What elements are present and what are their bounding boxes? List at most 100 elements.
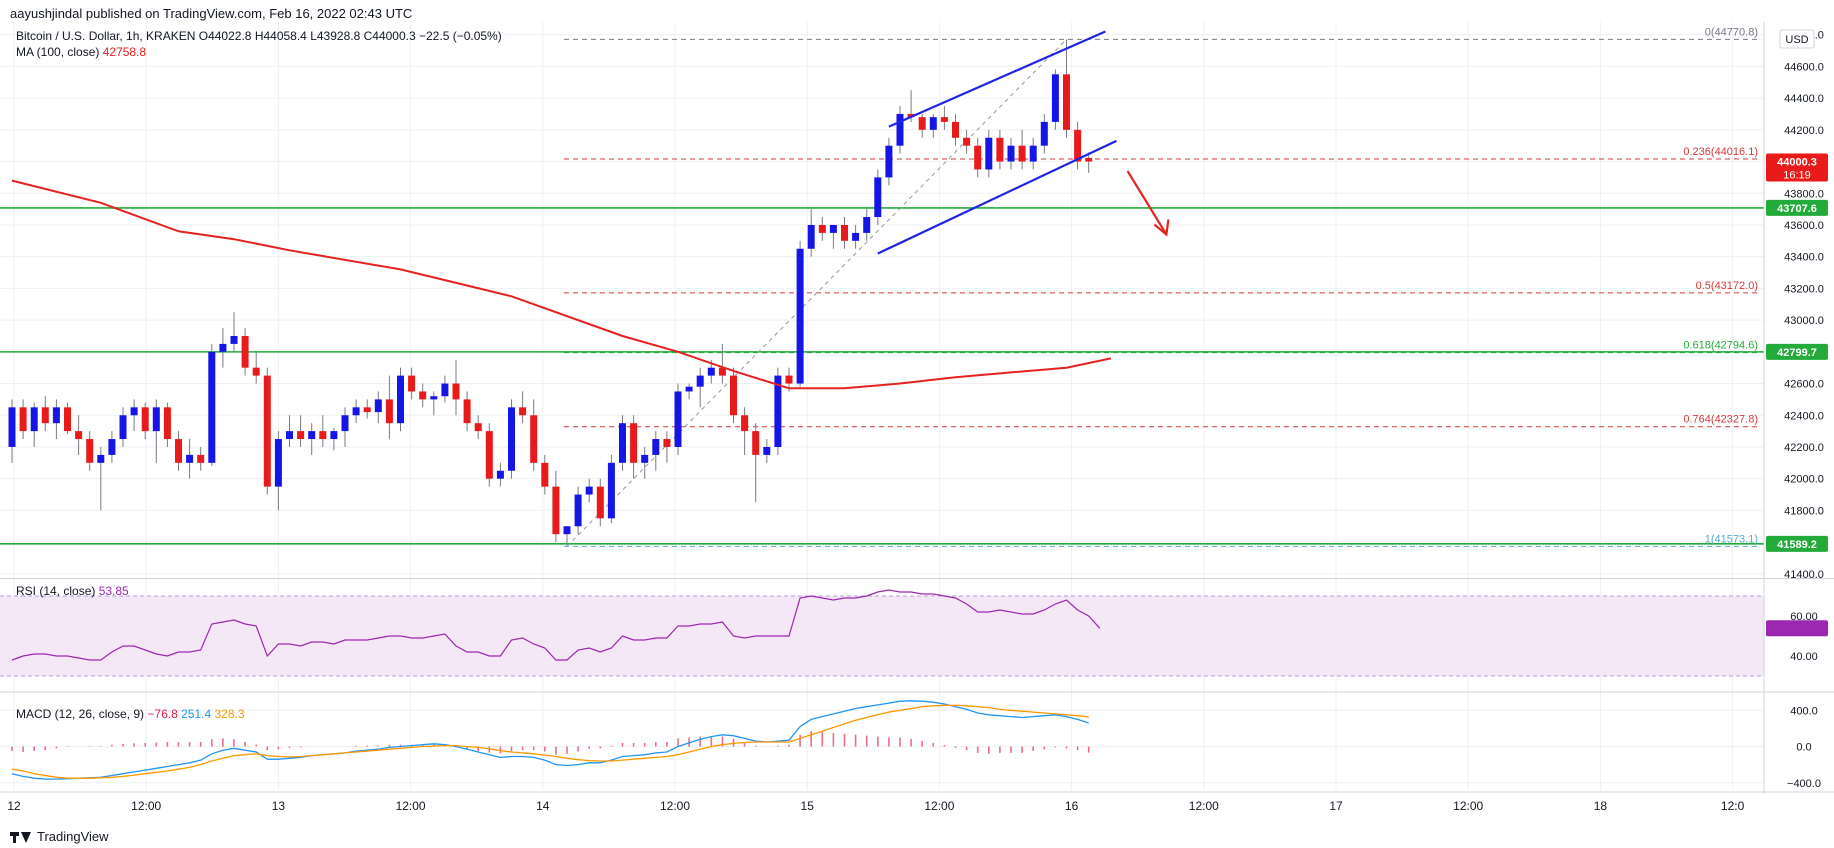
pane-backgrounds <box>0 595 1764 677</box>
candle-body <box>607 462 615 519</box>
fib-level-label: 0(44770.8) <box>1705 26 1758 38</box>
time-tick-label: 12:00 <box>131 799 161 813</box>
time-tick-label: 12:00 <box>660 799 690 813</box>
candle-body <box>241 335 249 368</box>
time-tick-label: 12:00 <box>924 799 954 813</box>
candle-body <box>330 431 338 440</box>
price-tick-label: 41400.0 <box>1784 569 1824 581</box>
candle-body <box>219 343 227 352</box>
candle-body <box>552 486 560 535</box>
price-badge-label: 41589.2 <box>1777 539 1817 551</box>
candle-body <box>263 375 271 487</box>
candle-body <box>186 454 194 463</box>
time-tick-label: 15 <box>801 799 815 813</box>
macd-tick-label: 400.0 <box>1790 705 1818 717</box>
footer: TradingView <box>10 829 109 844</box>
price-badge <box>1766 153 1828 182</box>
candle-body <box>141 407 149 432</box>
candle-body <box>97 454 105 463</box>
candle-body <box>274 439 282 487</box>
price-tick-label: 42600.0 <box>1784 379 1824 391</box>
price-tick-label: 43400.0 <box>1784 252 1824 264</box>
candle-body <box>963 137 971 146</box>
price-tick-label: 43200.0 <box>1784 283 1824 295</box>
time-tick-label: 12:00 <box>1453 799 1483 813</box>
time-tick-label: 13 <box>272 799 286 813</box>
candle-body <box>352 407 360 416</box>
header: aayushjindal published on TradingView.co… <box>0 0 1834 22</box>
candle-body <box>1074 129 1082 162</box>
candle-body <box>286 431 293 440</box>
fib-level-label: 0.764(42327.8) <box>1683 414 1758 426</box>
rsi-tick-label: 40.00 <box>1790 651 1818 663</box>
legend: Bitcoin / U.S. Dollar, 1h, KRAKEN O44022… <box>16 29 502 721</box>
legend-symbol: Bitcoin / U.S. Dollar, 1h, KRAKEN O44022… <box>16 29 502 43</box>
time-tick-label: 18 <box>1594 799 1608 813</box>
candle-body <box>19 407 27 432</box>
candle-body <box>774 375 782 447</box>
candle-body <box>197 454 205 463</box>
legend-ma: MA (100, close) 42758.8 <box>16 45 146 59</box>
candle-body <box>308 431 316 440</box>
candle-body <box>596 486 604 519</box>
forecast-arrow <box>1126 170 1168 236</box>
rsi-line <box>11 589 1101 661</box>
candle-body <box>130 407 138 416</box>
rsi-badge <box>1766 620 1828 637</box>
candle-body <box>619 423 626 463</box>
candle-body <box>730 375 737 416</box>
price-badge-countdown: 16:19 <box>1783 169 1811 181</box>
candlesticks[interactable] <box>8 39 1093 546</box>
candle-body <box>785 375 793 384</box>
candle-body <box>30 407 38 432</box>
candle-body <box>463 399 471 424</box>
candle-body <box>718 367 726 376</box>
candle-body <box>1063 74 1070 130</box>
candle-body <box>1085 157 1093 162</box>
candle-body <box>829 224 837 233</box>
price-badge <box>1766 343 1828 360</box>
legend-macd: MACD (12, 26, close, 9) −76.8 251.4 328.… <box>16 707 245 721</box>
publisher-info: aayushjindal published on TradingView.co… <box>10 6 413 21</box>
price-tick-label: 42200.0 <box>1784 442 1824 454</box>
candle-body <box>563 526 571 535</box>
price-axis[interactable]: 12 12:00 13 12:00 14 12:00 15 12:00 16 12:00 17 12:… <box>0 22 1834 813</box>
signal-line <box>11 704 1089 779</box>
fib-level-label: 0.5(43172.0) <box>1696 280 1758 292</box>
time-tick-label: 14 <box>536 799 550 813</box>
candle-body <box>397 375 404 424</box>
rsi-tick-label: 60.00 <box>1790 611 1818 623</box>
candle-body <box>52 407 60 424</box>
price-tick-label: 44600.0 <box>1784 61 1824 73</box>
candle-body <box>940 117 948 122</box>
price-badge <box>1766 199 1828 216</box>
candle-body <box>741 415 749 432</box>
candle-body <box>519 407 527 416</box>
candle-body <box>652 439 660 455</box>
candle-body <box>585 486 593 495</box>
fib-level-label: 0.236(44016.1) <box>1683 146 1758 158</box>
candle-body <box>985 137 993 170</box>
time-tick-label: 12:00 <box>396 799 426 813</box>
candle-body <box>419 391 427 400</box>
trading-chart[interactable]: 0(44770.8) 0.236(44016.1) 0.5(43172.0) 0.61… <box>0 22 1834 822</box>
price-tick-label: 44400.0 <box>1784 93 1824 105</box>
candle-body <box>885 145 893 178</box>
candle-body <box>374 399 382 413</box>
candle-body <box>874 177 882 218</box>
candle-body <box>8 407 16 447</box>
candle-body <box>541 462 549 487</box>
candle-body <box>996 137 1004 162</box>
chart-overlays: 0(44770.8) 0.236(44016.1) 0.5(43172.0) 0.61… <box>0 26 1764 547</box>
candle-body <box>674 391 682 447</box>
candle-body <box>763 446 771 455</box>
candle-body <box>974 145 982 170</box>
candle-body <box>1018 145 1026 162</box>
candle-body <box>796 248 804 384</box>
candle-body <box>952 121 959 138</box>
channel-upper-line <box>888 30 1106 128</box>
candle-body <box>496 470 504 479</box>
candle-body <box>896 113 904 146</box>
candle-body <box>297 431 305 440</box>
candle-body <box>485 431 493 479</box>
